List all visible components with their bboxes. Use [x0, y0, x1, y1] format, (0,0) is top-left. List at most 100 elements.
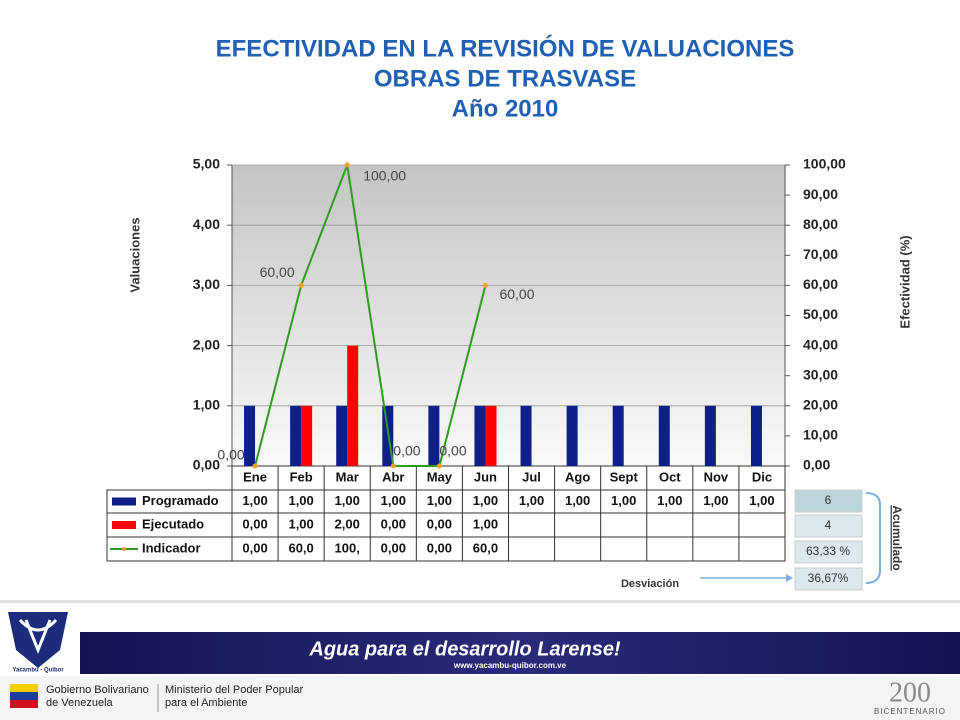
y-tick-label: 4,00: [193, 216, 220, 232]
data-label: 0,00: [393, 443, 420, 459]
ministerio: para el Ambiente: [165, 697, 248, 709]
bracket: [865, 492, 881, 584]
acum-box: [794, 489, 863, 513]
data-label: 0,00: [217, 447, 244, 463]
bar: [336, 405, 348, 466]
table-cell: 1,00: [703, 493, 728, 508]
slogan: Agua para el desarrollo Larense!: [308, 638, 621, 660]
y2-tick-label: 0,00: [803, 457, 830, 473]
bar: [658, 405, 670, 466]
title: Año 2010: [452, 95, 559, 122]
ministerio: Ministerio del Poder Popular: [165, 684, 304, 696]
table-cell: 60,0: [473, 540, 498, 555]
table-frame: [106, 489, 786, 562]
banner: [80, 632, 960, 674]
bar: [301, 405, 313, 466]
y2-tick-label: 60,00: [803, 276, 838, 292]
bar: [347, 345, 359, 466]
acum-value: 4: [825, 518, 832, 532]
title: EFECTIVIDAD EN LA REVISIÓN DE VALUACIONE…: [216, 34, 795, 62]
x-tick-label: Ene: [243, 469, 267, 484]
bar: [520, 405, 532, 466]
table-cell: 0,00: [381, 516, 406, 531]
y2-tick-label: 70,00: [803, 246, 838, 262]
data-label: 60,00: [499, 286, 534, 302]
plot-area: [232, 165, 785, 466]
x-tick-label: Jul: [522, 469, 541, 484]
y2-tick-label: 100,00: [803, 156, 846, 172]
bar: [612, 405, 624, 466]
bar: [485, 405, 497, 466]
y2-axis-label: Efectividad (%): [897, 235, 912, 328]
separator: [0, 600, 960, 603]
y-tick-label: 5,00: [193, 156, 220, 172]
data-label: 60,00: [260, 264, 295, 280]
table-cell: 1,00: [288, 516, 313, 531]
x-tick-label: Sept: [610, 469, 639, 484]
table-cell: 1,00: [611, 493, 636, 508]
x-tick-label: Nov: [704, 469, 729, 484]
data-label: 0,00: [439, 443, 466, 459]
bar: [704, 405, 716, 466]
y-axis-label: Valuaciones: [127, 217, 142, 292]
x-tick-label: Ago: [565, 469, 590, 484]
logo-mark: [18, 618, 58, 655]
legend-label: Programado: [142, 493, 219, 508]
bar: [566, 405, 578, 466]
x-tick-label: May: [427, 469, 453, 484]
arrow-head: [786, 574, 793, 582]
legend-marker: [122, 547, 126, 551]
table-cell: 0,00: [381, 540, 406, 555]
table-cell: 2,00: [335, 516, 360, 531]
y2-tick-label: 40,00: [803, 336, 838, 352]
table-cell: 1,00: [242, 493, 267, 508]
legend-swatch: [112, 497, 136, 506]
y-tick-label: 1,00: [193, 397, 220, 413]
y2-tick-label: 30,00: [803, 366, 838, 382]
y-tick-label: 0,00: [193, 457, 220, 473]
y-tick-label: 2,00: [193, 336, 220, 352]
table-cell: 1,00: [288, 493, 313, 508]
marker: [344, 162, 350, 168]
acum-label: Acumulado: [890, 505, 904, 570]
acum-value: 63,33 %: [806, 544, 850, 558]
table-cell: 1,00: [473, 516, 498, 531]
x-tick-label: Oct: [659, 469, 681, 484]
y2-tick-label: 80,00: [803, 216, 838, 232]
x-tick-label: Jun: [474, 469, 497, 484]
table-cell: 1,00: [519, 493, 544, 508]
marker: [252, 463, 258, 469]
bar: [244, 405, 256, 466]
table-cell: 1,00: [427, 493, 452, 508]
acum-value: 6: [825, 493, 832, 507]
y2-tick-label: 20,00: [803, 397, 838, 413]
table-cell: 0,00: [242, 516, 267, 531]
table-cell: 0,00: [242, 540, 267, 555]
flag: [10, 692, 38, 700]
legend-label: Ejecutado: [142, 516, 204, 531]
table-cell: 60,0: [288, 540, 313, 555]
bottom-strip: [0, 676, 960, 720]
flag: [10, 700, 38, 708]
bar: [750, 405, 762, 466]
gobierno: de Venezuela: [46, 697, 114, 709]
x-tick-label: Dic: [752, 469, 772, 484]
x-tick-label: Feb: [290, 469, 313, 484]
bicentenario-mark: 200: [889, 677, 931, 708]
acum-box: [794, 514, 863, 538]
gobierno: Gobierno Bolivariano: [46, 684, 149, 696]
y2-tick-label: 90,00: [803, 186, 838, 202]
line: [254, 161, 487, 467]
y2-tick-label: 50,00: [803, 306, 838, 322]
table-cell: 1,00: [565, 493, 590, 508]
y-tick-label: 3,00: [193, 276, 220, 292]
table-cell: 1,00: [335, 493, 360, 508]
acum-value: 36,67%: [808, 571, 849, 585]
acum-box: [794, 540, 863, 564]
table-cell: 100,: [335, 540, 360, 555]
logo-text: Yacambú - Quibor: [12, 668, 64, 674]
legend-label: Indicador: [142, 540, 201, 555]
marker: [390, 463, 396, 469]
desviacion-label: Desviación: [621, 578, 679, 590]
